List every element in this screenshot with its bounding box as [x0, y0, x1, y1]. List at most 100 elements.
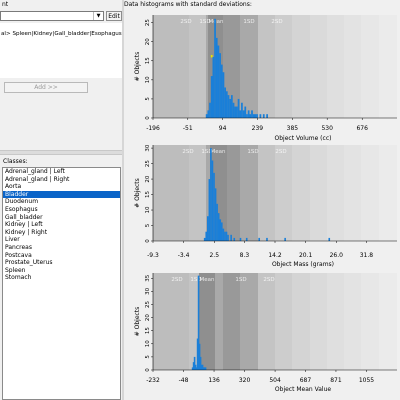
- histogram-bar: [214, 188, 217, 241]
- x-tick-label: 385: [287, 125, 299, 132]
- y-tick-label: 0: [145, 116, 151, 120]
- sd-band: [189, 15, 206, 118]
- y-tick-label: 0: [145, 239, 151, 243]
- histogram-bar: [203, 367, 206, 370]
- class-list-item[interactable]: Adrenal_gland | Left: [5, 168, 65, 175]
- panel-splitter[interactable]: [0, 150, 122, 155]
- sd-band-label: 1SD: [201, 149, 212, 155]
- sd-band: [153, 15, 189, 118]
- histogram-bar: [204, 367, 207, 370]
- x-tick-label: 20.1: [299, 252, 313, 259]
- histogram-bar: [217, 213, 220, 241]
- chevron-down-icon[interactable]: ▼: [93, 12, 103, 20]
- y-tick-label: 10: [145, 340, 151, 347]
- histogram-bar: [216, 203, 218, 241]
- class-list-item[interactable]: Prostate_Uterus: [5, 259, 53, 267]
- x-tick-label: 1055: [359, 377, 374, 384]
- y-axis-label: # Objects: [134, 52, 141, 82]
- class-list-item[interactable]: Kidney | Left: [5, 221, 43, 229]
- sd-band-label: 1SD: [247, 149, 258, 155]
- histogram-bar: [208, 179, 211, 241]
- sd-band: [240, 145, 258, 241]
- y-tick-label: 5: [145, 223, 151, 227]
- histogram-bar: [251, 110, 253, 118]
- sd-band: [379, 145, 397, 241]
- class-combo[interactable]: ▼: [0, 11, 104, 21]
- class-list-item[interactable]: Adrenal_gland | Right: [5, 175, 70, 183]
- sd-band: [361, 145, 379, 241]
- sd-band: [292, 273, 310, 370]
- class-list-item[interactable]: Stomach: [5, 274, 32, 282]
- class-list-item[interactable]: Postcava: [5, 251, 32, 259]
- classes-label: Classes:: [3, 158, 28, 165]
- class-list-item[interactable]: Spleen: [5, 266, 26, 274]
- histograms-header: Data histograms with standard deviations…: [124, 1, 252, 8]
- y-axis-label: # Objects: [134, 307, 141, 337]
- class-list-item[interactable]: Liver: [5, 236, 20, 244]
- class-list-item[interactable]: Kidney | Right: [5, 228, 48, 236]
- histogram-bar: [220, 64, 223, 118]
- histogram-bar: [284, 237, 286, 241]
- class-list-item[interactable]: Gall_bladder: [5, 213, 43, 221]
- sd-band-label: 2SD: [275, 149, 286, 155]
- histogram-bar: [212, 56, 215, 118]
- histogram-bar: [328, 237, 331, 241]
- y-tick-label: 20: [145, 38, 151, 45]
- x-tick-label: 136: [208, 377, 220, 384]
- y-tick-label: 15: [145, 327, 151, 334]
- sd-band-label: Mean: [209, 19, 224, 25]
- histogram-bar: [234, 106, 237, 118]
- sd-band-label: Mean: [200, 277, 215, 283]
- y-tick-label: 30: [145, 144, 151, 151]
- sd-band: [310, 145, 327, 241]
- y-tick-label: 25: [145, 300, 151, 307]
- sd-band: [275, 15, 292, 118]
- class-list-item[interactable]: Bladder: [3, 190, 120, 199]
- histogram-bar: [245, 237, 248, 241]
- class-list-item[interactable]: Aorta: [5, 183, 22, 191]
- histogram-bar: [222, 72, 225, 118]
- class-list-item[interactable]: Esophagus: [5, 205, 38, 213]
- edit-button[interactable]: Edit: [106, 11, 122, 21]
- histogram-bar: [199, 356, 202, 370]
- x-tick-label: 94: [219, 125, 227, 132]
- add-button[interactable]: Add >>: [4, 82, 88, 93]
- histogram-bar: [244, 106, 247, 118]
- histogram-bar: [227, 234, 229, 241]
- histogram-bar: [200, 364, 203, 370]
- x-tick-label: 676: [356, 125, 368, 132]
- sd-band: [258, 273, 275, 370]
- histogram-bar: [233, 237, 236, 241]
- histogram-bar: [227, 95, 230, 118]
- class-list-item[interactable]: Duodenum: [5, 198, 39, 206]
- sd-band: [223, 273, 240, 370]
- y-tick-label: 35: [145, 274, 151, 281]
- histogram-bar: [266, 237, 268, 241]
- histogram-bar: [237, 98, 240, 118]
- x-tick-label: -196: [146, 125, 160, 132]
- vertical-divider[interactable]: [122, 0, 124, 400]
- histogram-bar: [224, 231, 226, 241]
- x-tick-label: 320: [239, 377, 251, 384]
- sd-band-label: 2SD: [263, 277, 274, 283]
- histogram-bar: [219, 219, 222, 241]
- highlight-marker: [210, 54, 213, 58]
- histogram-bar: [225, 231, 228, 241]
- histogram-bar: [198, 343, 201, 370]
- y-tick-label: 20: [145, 314, 151, 321]
- histogram-bar: [194, 364, 197, 370]
- histogram-bar: [225, 91, 228, 118]
- sd-band: [344, 273, 361, 370]
- histogram-bar: [230, 95, 233, 118]
- sd-band-label: 2SD: [180, 19, 191, 25]
- left-panel: nt ▼ Edit al> Spleen|Kidney|Gall_bladder…: [0, 0, 124, 400]
- histogram-bar: [259, 114, 262, 118]
- x-tick-label: -9.3: [147, 252, 159, 259]
- x-tick-label: -51: [183, 125, 193, 132]
- class-list-item[interactable]: Pancreas: [5, 243, 32, 251]
- x-tick-label: 239: [252, 125, 264, 132]
- histogram-bar: [258, 237, 260, 241]
- sd-band: [379, 15, 397, 118]
- classes-list[interactable]: Adrenal_gland | Left Adrenal_gland | Righ…: [2, 167, 121, 400]
- x-tick-label: -48: [179, 377, 189, 384]
